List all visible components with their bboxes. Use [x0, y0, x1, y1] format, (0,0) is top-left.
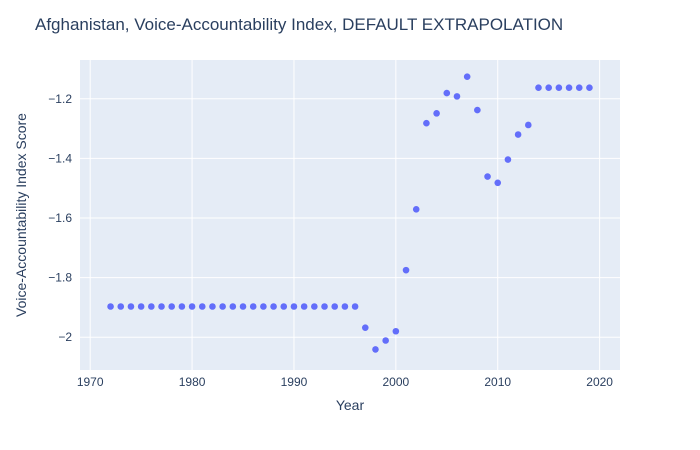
y-tick-label: −2 — [58, 330, 72, 344]
data-point — [158, 303, 165, 310]
data-point — [555, 84, 563, 92]
data-point — [453, 93, 461, 100]
data-point — [209, 303, 216, 310]
y-tick-label: −1.2 — [48, 92, 72, 106]
data-point — [586, 84, 593, 92]
data-point — [260, 303, 267, 310]
x-axis-title: Year — [336, 397, 365, 413]
data-point — [463, 73, 471, 80]
data-point — [382, 337, 389, 344]
data-point — [545, 84, 552, 92]
data-point — [198, 303, 206, 310]
data-point — [474, 106, 481, 114]
data-point — [443, 89, 451, 97]
x-tick-label: 2000 — [382, 375, 409, 389]
x-tick-label: 2020 — [586, 375, 613, 389]
data-point — [321, 303, 328, 310]
data-point — [494, 179, 502, 187]
data-point — [311, 303, 318, 310]
data-point — [484, 173, 491, 180]
data-point — [107, 303, 114, 310]
data-point — [402, 266, 410, 274]
data-point — [137, 303, 145, 310]
data-point — [168, 303, 175, 310]
x-tick-label: 1970 — [77, 375, 104, 389]
data-point — [351, 303, 359, 310]
data-point — [575, 84, 583, 92]
y-axis-title: Voice-Accountability Index Score — [13, 113, 29, 317]
data-point — [249, 303, 257, 310]
gridlines — [80, 60, 620, 370]
data-point — [229, 303, 237, 310]
data-point — [433, 110, 440, 117]
plot-area — [80, 60, 620, 370]
data-point — [188, 303, 196, 310]
y-tick-label: −1.8 — [48, 271, 72, 285]
y-axis-ticks: −2 −1.8 −1.6 −1.4 −1.2 — [48, 92, 72, 344]
data-point — [239, 303, 247, 310]
data-point — [280, 303, 288, 310]
y-tick-label: −1.4 — [48, 151, 72, 165]
data-point — [178, 303, 186, 310]
x-tick-label: 1990 — [281, 375, 308, 389]
data-points — [107, 73, 593, 353]
x-axis-ticks: 1970 1980 1990 2000 2010 2020 — [77, 375, 613, 389]
data-point — [525, 121, 532, 129]
data-point — [504, 156, 512, 163]
data-point — [127, 303, 135, 310]
data-point — [270, 303, 277, 310]
x-tick-label: 2010 — [484, 375, 511, 389]
x-tick-label: 1980 — [179, 375, 206, 389]
data-point — [148, 303, 155, 310]
chart-title: Afghanistan, Voice-Accountability Index,… — [35, 15, 563, 34]
data-point — [117, 303, 125, 310]
data-point — [361, 324, 369, 331]
data-point — [300, 303, 308, 310]
data-point — [514, 131, 522, 138]
data-point — [565, 84, 573, 92]
data-point — [341, 303, 349, 310]
data-point — [412, 206, 420, 213]
data-point — [219, 303, 226, 310]
data-point — [535, 84, 542, 92]
data-point — [423, 119, 430, 127]
data-point — [372, 346, 379, 353]
data-point — [290, 303, 298, 310]
y-tick-label: −1.6 — [48, 211, 72, 225]
data-point — [392, 327, 400, 335]
data-point — [331, 303, 339, 310]
